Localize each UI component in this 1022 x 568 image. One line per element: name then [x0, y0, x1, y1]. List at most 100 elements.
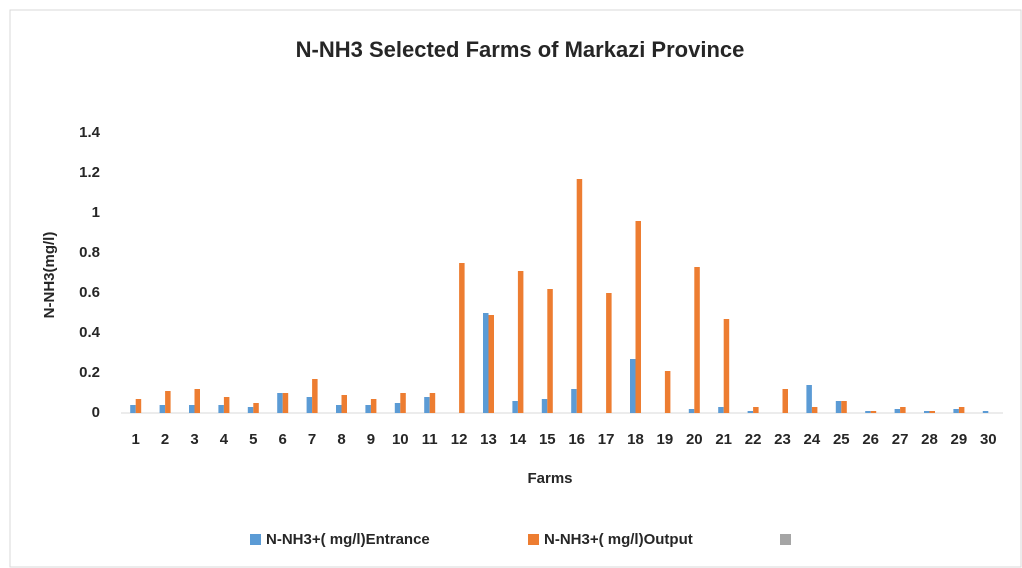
bar [370, 399, 377, 413]
bar [747, 411, 754, 413]
bar [394, 403, 401, 413]
bar [282, 393, 289, 413]
bar [488, 315, 494, 413]
y-tick-label: 1.2 [79, 164, 100, 181]
y-tick-label: 0.2 [79, 364, 100, 381]
bar [223, 397, 230, 413]
x-tick-label: 27 [892, 431, 909, 448]
x-tick-label: 6 [279, 431, 287, 448]
x-tick-label: 24 [804, 431, 821, 448]
bar [130, 405, 136, 413]
bar [811, 407, 818, 413]
bar [135, 399, 142, 413]
x-tick-label: 4 [220, 431, 229, 448]
x-tick-label: 19 [657, 431, 674, 448]
bar [218, 405, 224, 413]
bar [958, 407, 965, 413]
bar [483, 313, 489, 413]
bar [953, 409, 959, 413]
bar [723, 319, 730, 413]
x-tick-label: 20 [686, 431, 703, 448]
bar [341, 395, 347, 413]
x-tick-label: 15 [539, 431, 556, 448]
bar [718, 407, 724, 413]
bar [576, 179, 583, 413]
bar [782, 389, 788, 413]
x-tick-label: 12 [451, 431, 468, 448]
x-tick-label: 29 [951, 431, 968, 448]
bar [806, 385, 812, 413]
y-tick-label: 0.8 [79, 244, 100, 261]
legend-label: N-NH3+( mg/l)Entrance [266, 531, 430, 548]
y-tick-label: 1 [92, 204, 100, 221]
y-tick-label: 0.4 [79, 324, 101, 341]
bar [541, 399, 548, 413]
bar [694, 267, 700, 413]
bar [194, 389, 200, 413]
x-tick-label: 17 [598, 431, 615, 448]
x-tick-label: 25 [833, 431, 850, 448]
chart-frame [9, 9, 1022, 568]
x-tick-label: 13 [480, 431, 497, 448]
bar [189, 405, 195, 413]
bar [835, 401, 842, 413]
bar [900, 407, 906, 413]
bar [841, 401, 847, 413]
x-tick-label: 9 [367, 431, 375, 448]
bar [664, 371, 671, 413]
x-tick-label: 5 [249, 431, 257, 448]
x-tick-label: 1 [132, 431, 140, 448]
bar [753, 407, 759, 413]
bar [424, 397, 430, 413]
bar [165, 391, 171, 413]
x-tick-label: 18 [627, 431, 644, 448]
legend-swatch [250, 534, 261, 545]
bar [606, 293, 612, 413]
x-tick-label: 3 [190, 431, 198, 448]
x-tick-label: 7 [308, 431, 316, 448]
bar [512, 401, 518, 413]
y-axis-label: N-NH3(mg/l) [41, 232, 58, 319]
x-tick-label: 26 [862, 431, 879, 448]
bar [253, 403, 259, 413]
x-tick-label: 22 [745, 431, 762, 448]
bar [894, 409, 901, 413]
x-tick-label: 11 [422, 431, 438, 448]
x-tick-label: 2 [161, 431, 169, 448]
legend-swatch [780, 534, 791, 545]
x-tick-label: 28 [921, 431, 938, 448]
bar [247, 407, 254, 413]
bar [635, 221, 641, 413]
bar [459, 263, 465, 413]
bar [630, 359, 636, 413]
bar [336, 405, 342, 413]
bar [924, 411, 930, 413]
bar [547, 289, 553, 413]
bar [277, 393, 283, 413]
x-tick-label: 14 [510, 431, 527, 448]
bar [865, 411, 871, 413]
y-tick-label: 0 [92, 404, 100, 421]
bar [929, 411, 935, 413]
x-tick-label: 21 [715, 431, 732, 448]
bar [159, 405, 166, 413]
bar [429, 393, 436, 413]
x-tick-label: 8 [337, 431, 345, 448]
bar [365, 405, 371, 413]
legend-label: N-NH3+( mg/l)Output [544, 531, 693, 548]
x-tick-label: 10 [392, 431, 409, 448]
x-tick-label: 16 [568, 431, 585, 448]
y-tick-label: 0.6 [79, 284, 100, 301]
bar [400, 393, 406, 413]
bar [870, 411, 877, 413]
x-tick-label: 30 [980, 431, 997, 448]
bar [688, 409, 695, 413]
bar [571, 389, 577, 413]
chart-title: N-NH3 Selected Farms of Markazi Province [296, 37, 745, 62]
bar [306, 397, 313, 413]
y-tick-label: 1.4 [79, 124, 101, 141]
bar [312, 379, 318, 413]
bar [982, 411, 989, 413]
legend-swatch [528, 534, 539, 545]
